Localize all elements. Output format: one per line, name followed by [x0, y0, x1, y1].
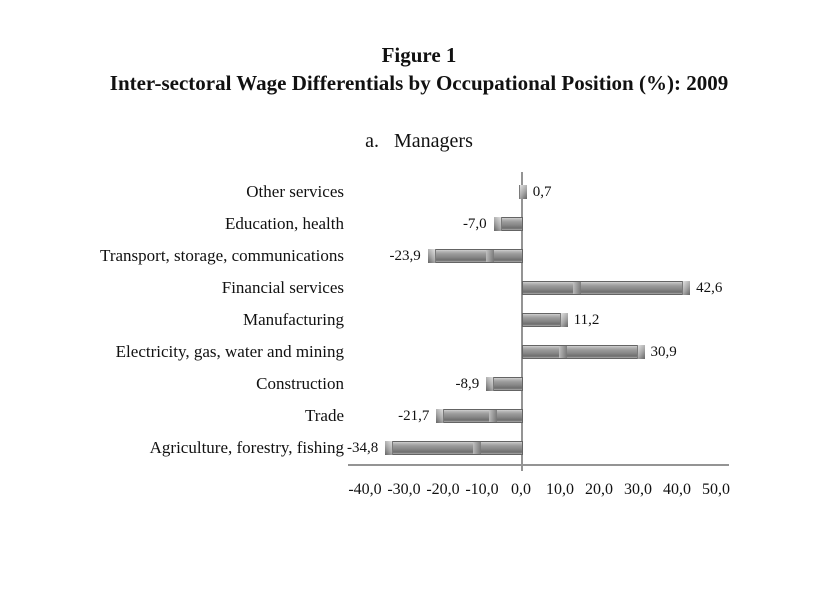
- x-tick-label: 10,0: [546, 481, 574, 498]
- category-label: Other services: [246, 182, 344, 201]
- panel-marker: a.: [365, 130, 380, 152]
- x-tick-label: 40,0: [663, 481, 691, 498]
- category-label: Trade: [304, 406, 344, 425]
- category-label: Education, health: [225, 214, 344, 233]
- x-tick-label: 20,0: [585, 481, 613, 498]
- category-label: Transport, storage, communications: [100, 246, 344, 265]
- bar: [522, 345, 645, 359]
- x-tick-label: -10,0: [465, 481, 499, 498]
- value-label: -21,7: [398, 408, 430, 424]
- bar: [436, 409, 523, 423]
- x-axis-line: [348, 464, 729, 466]
- x-tick-label: 50,0: [702, 481, 730, 498]
- value-label: 11,2: [573, 312, 600, 328]
- category-label: Manufacturing: [242, 310, 344, 329]
- bar: [385, 441, 523, 455]
- panel-label: Managers: [394, 130, 473, 152]
- bar: [518, 185, 527, 199]
- category-label: Agriculture, forestry, fishing: [149, 438, 344, 457]
- value-label: 42,6: [696, 280, 723, 296]
- value-label: -23,9: [389, 248, 421, 264]
- x-tick-label: -40,0: [348, 481, 382, 498]
- bar: [493, 217, 523, 231]
- value-label: 30,9: [650, 344, 677, 360]
- bar: [486, 377, 523, 391]
- bar: [522, 281, 691, 295]
- x-tick-label: 0,0: [511, 481, 531, 498]
- bar: [427, 249, 523, 263]
- x-tick-label: -30,0: [387, 481, 421, 498]
- panel-subtitle: a. Managers: [0, 128, 838, 154]
- value-label: -7,0: [462, 216, 487, 232]
- x-tick-label: 30,0: [624, 481, 652, 498]
- category-label: Financial services: [221, 278, 344, 297]
- value-label: -8,9: [455, 376, 480, 392]
- x-tick-label: -20,0: [426, 481, 460, 498]
- figure-number: Figure 1: [381, 43, 457, 67]
- category-label: Electricity, gas, water and mining: [115, 342, 344, 361]
- category-label: Construction: [256, 374, 344, 393]
- value-label: -34,8: [347, 440, 379, 456]
- figure-title: Inter-sectoral Wage Differentials by Occ…: [109, 71, 729, 95]
- bar: [522, 313, 568, 327]
- value-label: 0,7: [532, 184, 552, 200]
